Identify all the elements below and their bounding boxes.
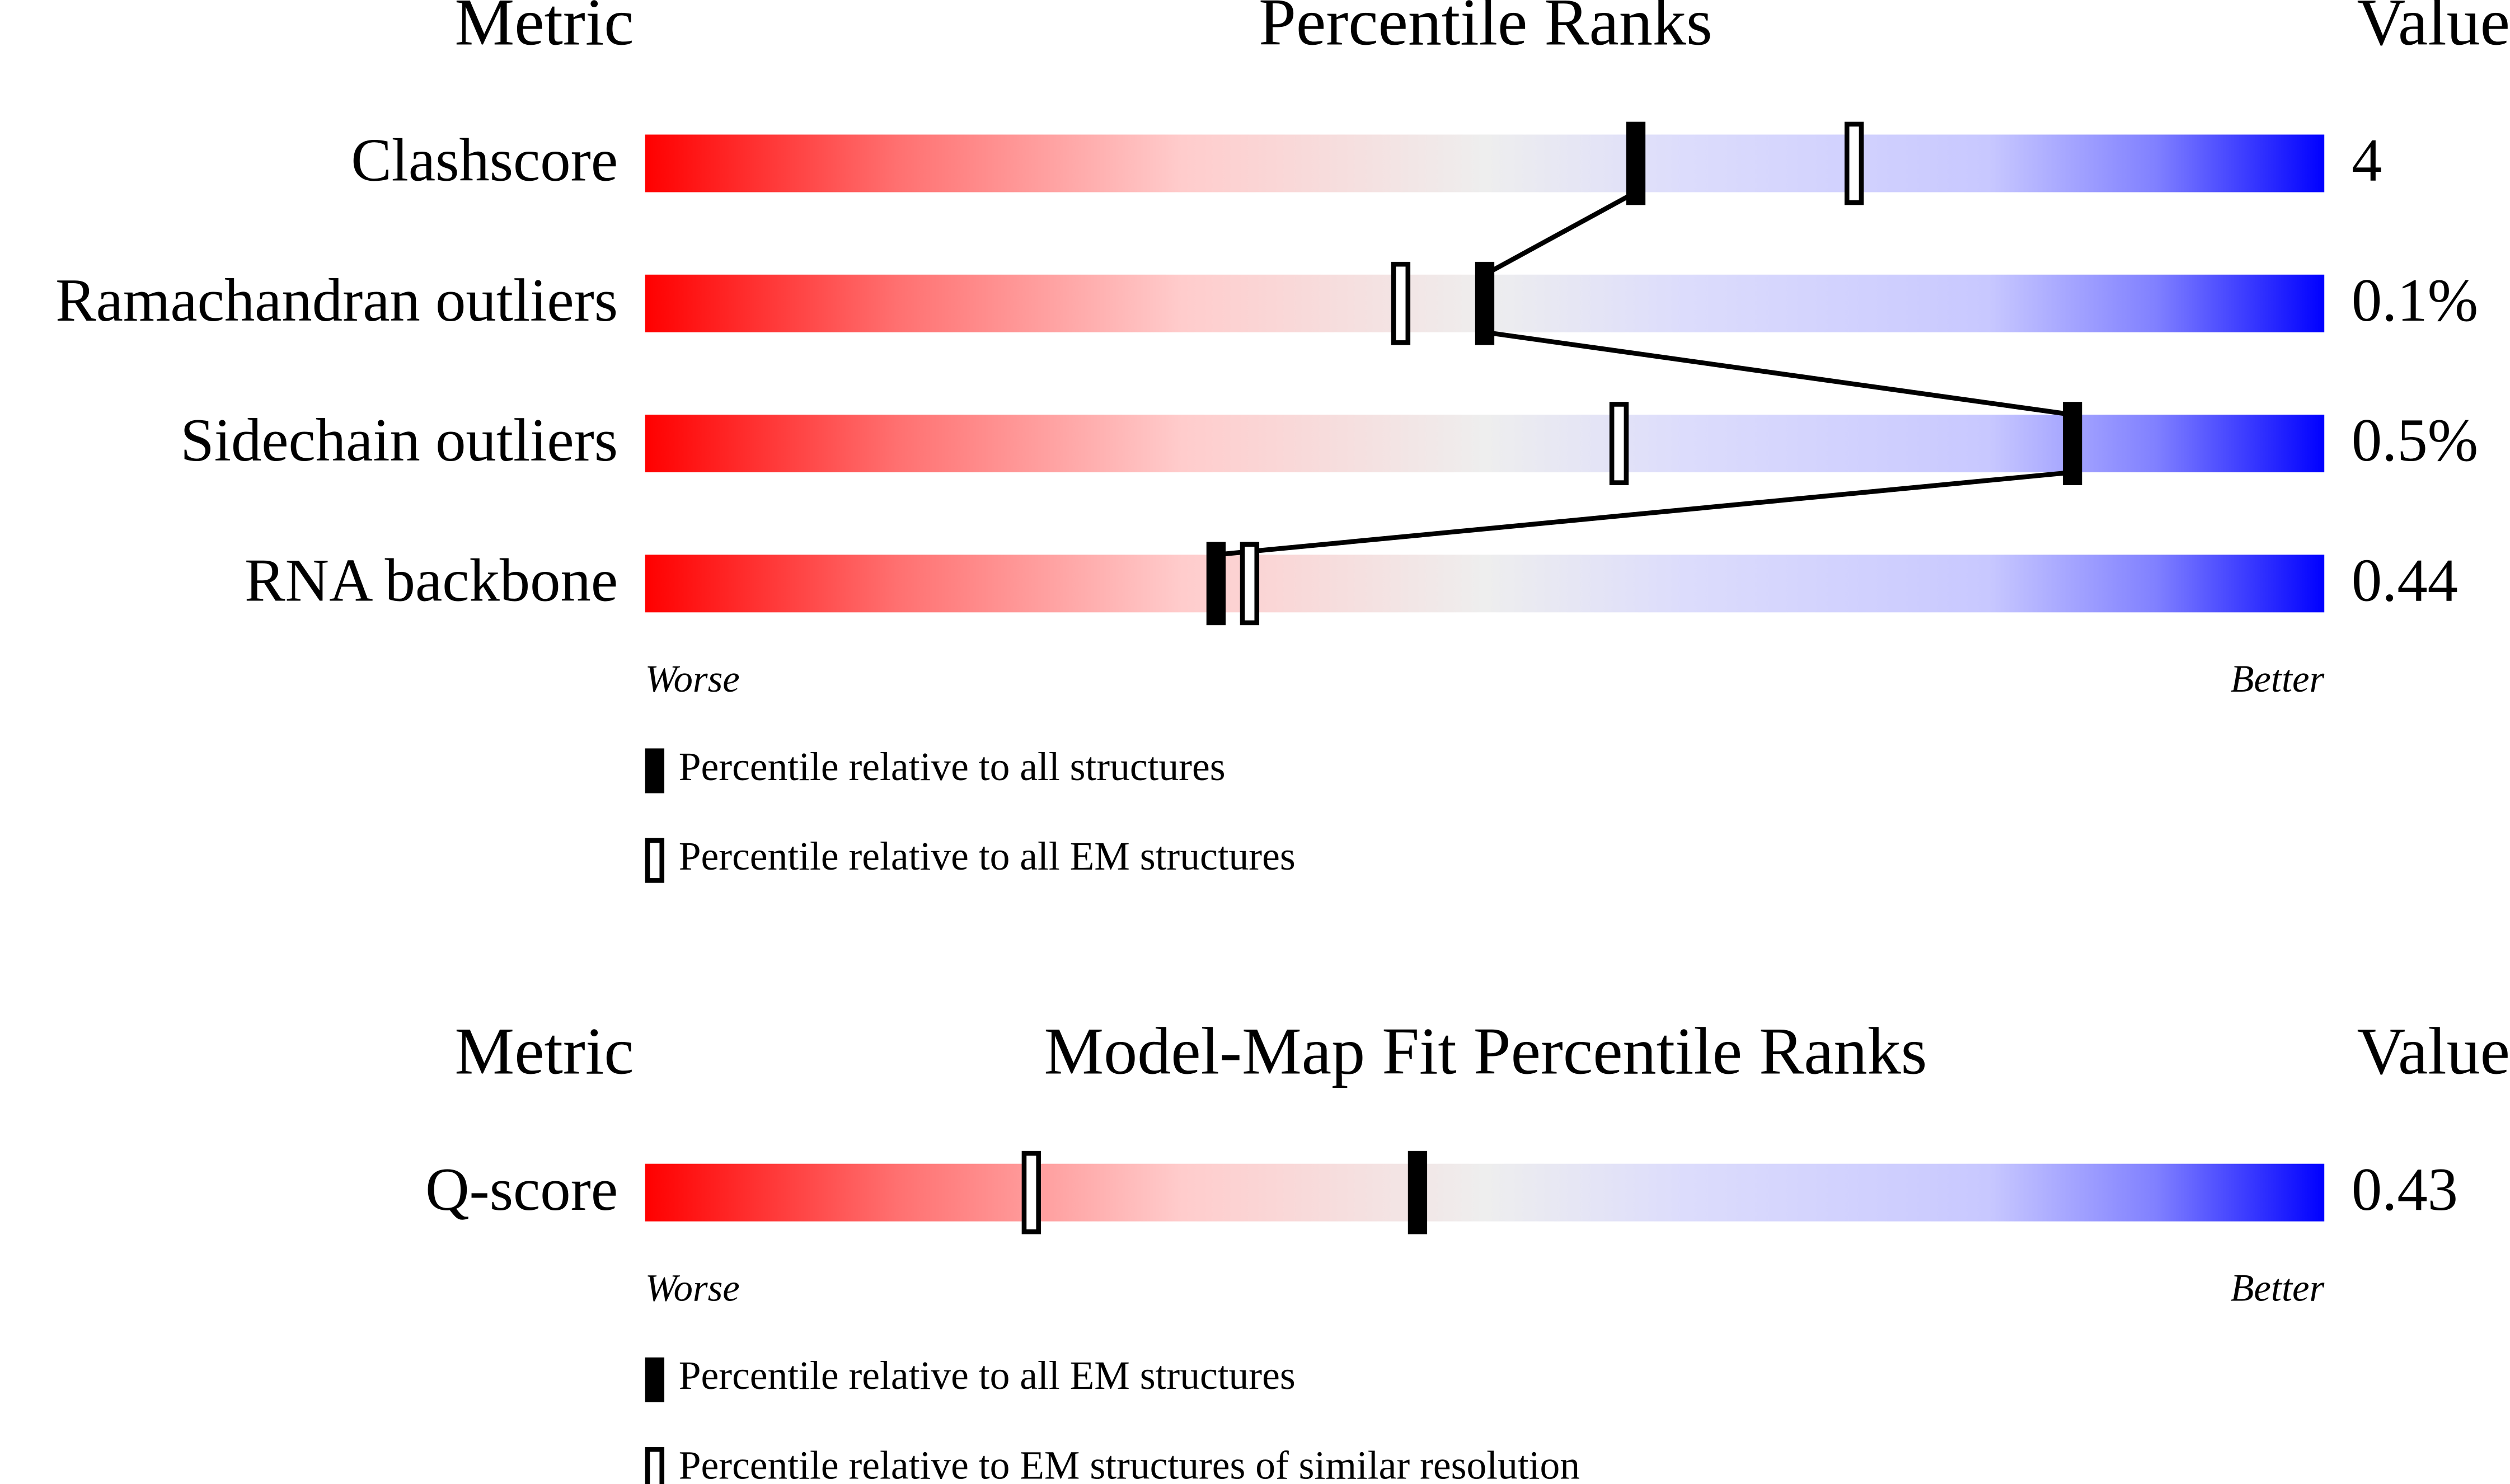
legend-filled-swatch <box>645 748 665 793</box>
metric-value: 0.5% <box>2352 406 2478 474</box>
open-marker <box>1021 1150 1041 1234</box>
open-marker <box>1240 542 1260 626</box>
metric-value: 4 <box>2352 126 2382 194</box>
legend-filled-text: Percentile relative to all structures <box>679 745 1226 789</box>
open-marker <box>1609 402 1629 485</box>
metric-header: Metric <box>454 0 634 59</box>
metric-label: RNA backbone <box>245 546 618 614</box>
legend-filled-swatch <box>645 1357 665 1402</box>
legend-open-text: Percentile relative to EM structures of … <box>679 1443 1580 1484</box>
open-marker <box>1391 261 1411 345</box>
worse-label: Worse <box>645 658 740 700</box>
percentile-bar <box>645 555 2325 613</box>
legend-open-swatch <box>645 1447 665 1484</box>
metric-value: 0.44 <box>2352 546 2458 614</box>
legend-filled-text: Percentile relative to all EM structures <box>679 1354 1296 1398</box>
legend-open-swatch <box>645 838 665 883</box>
panel-title: Percentile Ranks <box>1259 0 1713 59</box>
worse-label: Worse <box>645 1266 740 1309</box>
filled-marker <box>1408 1150 1428 1234</box>
metric-header: Metric <box>454 1013 634 1088</box>
percentile-bar <box>645 134 2325 192</box>
percentile-bar <box>645 415 2325 473</box>
connector <box>1483 190 1638 277</box>
connector <box>1216 469 2073 557</box>
metric-label: Clashscore <box>351 126 618 194</box>
legend-open-text: Percentile relative to all EM structures <box>679 834 1296 879</box>
better-label: Better <box>2231 658 2325 700</box>
filled-marker <box>1626 121 1646 205</box>
metric-value: 0.43 <box>2352 1156 2458 1223</box>
value-header: Value <box>2357 0 2510 59</box>
metric-label: Q-score <box>425 1156 618 1223</box>
better-label: Better <box>2231 1266 2325 1309</box>
panel-title: Model-Map Fit Percentile Ranks <box>1044 1013 1927 1088</box>
metric-label: Sidechain outliers <box>180 406 618 474</box>
open-marker <box>1844 121 1864 205</box>
metric-label: Ramachandran outliers <box>55 266 618 334</box>
percentile-bar <box>645 1163 2325 1222</box>
value-header: Value <box>2357 1013 2510 1088</box>
metric-value: 0.1% <box>2352 266 2478 334</box>
filled-marker <box>1206 542 1226 626</box>
connector <box>1484 330 2073 417</box>
